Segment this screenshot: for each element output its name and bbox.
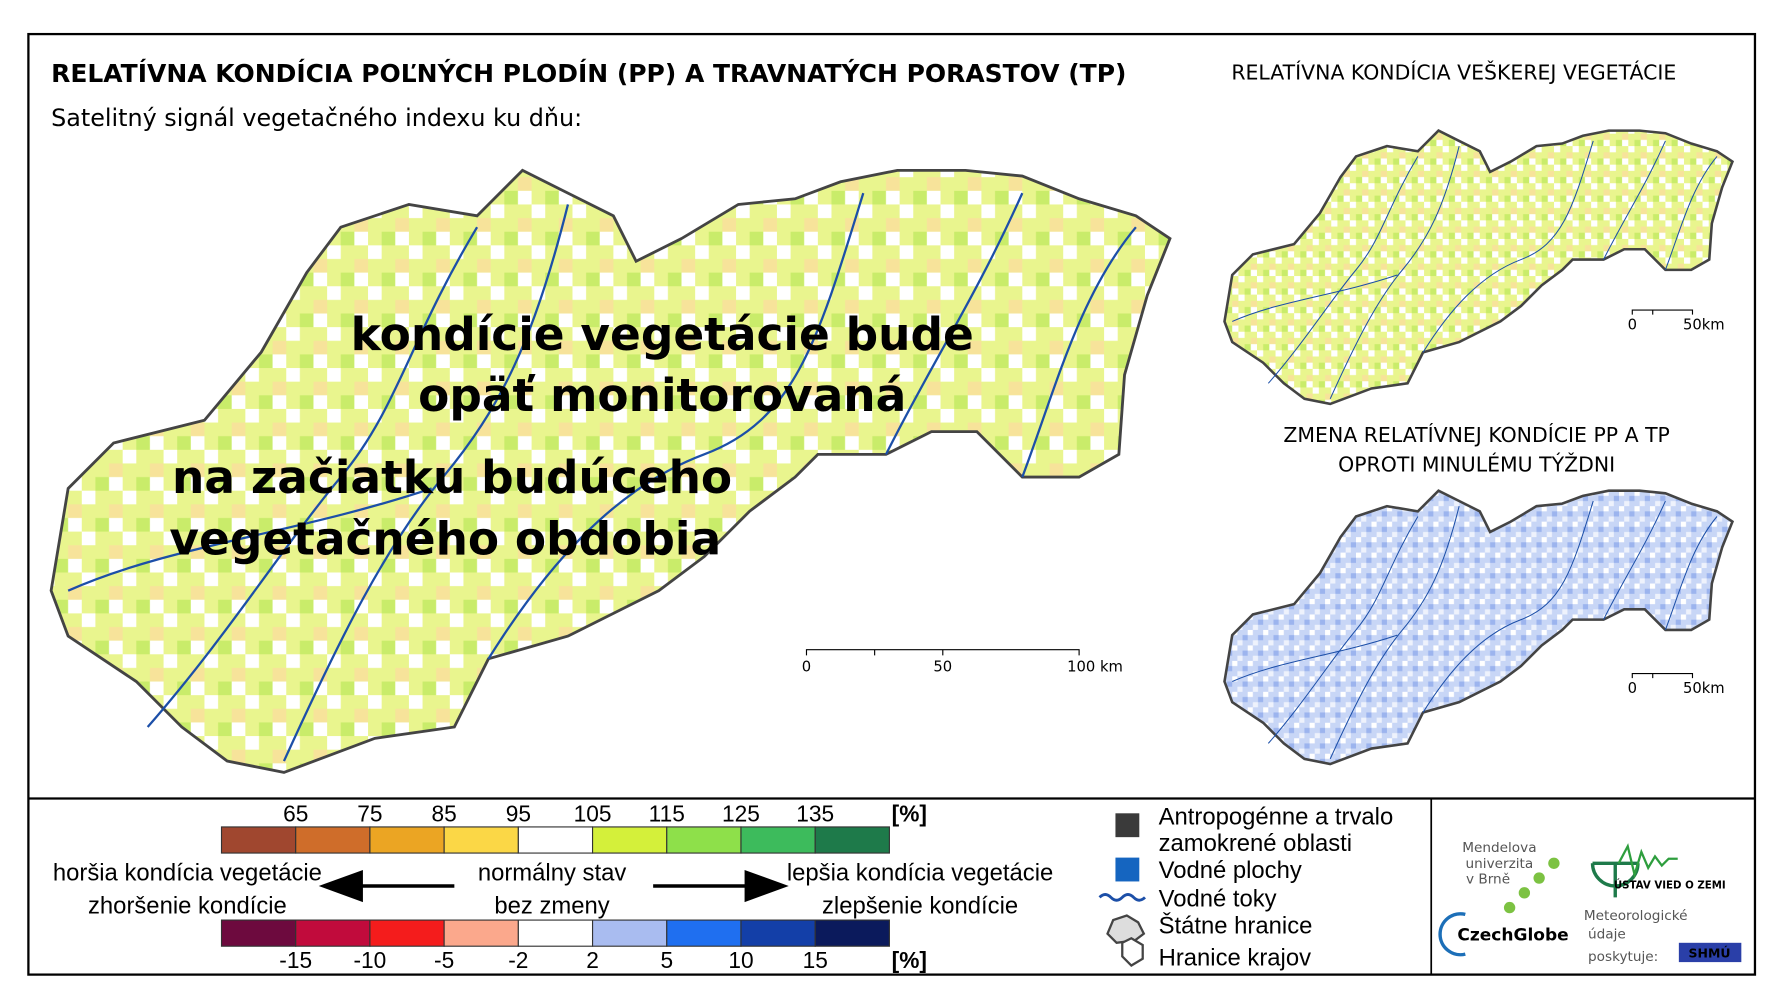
legend-center: bez zmeny	[494, 892, 609, 919]
color-swatch	[517, 826, 594, 854]
color-swatch	[295, 919, 371, 947]
color-swatch	[220, 919, 297, 947]
overlay-text: kondície vegetácie bude opäť monitorovan…	[169, 308, 973, 565]
title: RELATÍVNA KONDÍCIA POĽNÝCH PLODÍN (PP) A…	[51, 58, 1126, 88]
legend-item: Hranice krajov	[1159, 945, 1311, 972]
symbol-rivers	[1098, 893, 1146, 902]
color-label: 85	[432, 800, 457, 826]
color-swatch	[814, 826, 890, 854]
color-label: 10	[728, 947, 753, 973]
scale-label: 50	[933, 658, 952, 675]
color-swatch	[295, 826, 371, 854]
color-label: 95	[506, 800, 531, 826]
color-swatch	[591, 826, 668, 854]
scale-bar-main	[805, 649, 1080, 656]
color-swatch	[443, 826, 519, 854]
color-swatch	[666, 826, 742, 854]
symbol-anthropogenic	[1115, 813, 1140, 838]
overlay-line: opäť monitorovaná	[418, 369, 906, 422]
logo-text: univerzita	[1466, 856, 1534, 872]
color-swatch	[443, 919, 519, 947]
scale-label: 50km	[1683, 316, 1725, 333]
logo-text: poskytuje:	[1588, 949, 1658, 965]
overlay-line: kondície vegetácie bude	[351, 308, 974, 361]
color-swatch	[369, 826, 445, 854]
color-swatch	[220, 826, 297, 854]
legend-item: zamokrené oblasti	[1159, 830, 1353, 857]
color-label: 115	[649, 800, 685, 826]
logo-text: údaje	[1588, 926, 1626, 942]
scale-label: 50km	[1683, 680, 1725, 697]
color-unit: [%]	[892, 947, 927, 973]
symbol-state-border	[1106, 914, 1146, 944]
legend-left: zhoršenie kondície	[88, 892, 287, 919]
color-label: -15	[279, 947, 312, 973]
scale-label: 0	[1628, 680, 1637, 697]
legend-items: Antropogénne a trvalo zamokrené oblasti …	[1098, 804, 1394, 972]
symbol-water-bodies	[1115, 857, 1140, 882]
color-swatch	[666, 919, 742, 947]
legend-item: Vodné plochy	[1159, 857, 1302, 884]
logo-text: v Brně	[1466, 872, 1510, 888]
color-swatch	[369, 919, 445, 947]
color-label: -2	[508, 947, 528, 973]
scale-bar-small	[1631, 309, 1694, 679]
subtitle: Satelitný signál vegetačného indexu ku d…	[51, 104, 582, 132]
color-swatch	[591, 919, 668, 947]
legend-right: zlepšenie kondície	[822, 892, 1018, 919]
side-title: RELATÍVNA KONDÍCIA VEŠKEREJ VEGETÁCIE	[1231, 60, 1676, 85]
scale-label: 0	[1628, 316, 1637, 333]
color-swatch	[740, 826, 816, 854]
legend-text: horšia kondícia vegetácie zhoršenie kond…	[53, 859, 1053, 919]
logo-text: SHMÚ	[1689, 946, 1731, 961]
color-label: 75	[357, 800, 382, 826]
legend-item: Vodné toky	[1159, 885, 1277, 912]
logo-text: Mendelova	[1462, 840, 1536, 856]
logo-text: ÚSTAV VIED O ZEMI	[1614, 878, 1726, 891]
legend-left: horšia kondícia vegetácie	[53, 859, 322, 886]
logos: Mendelova univerzita v Brně CzechGlobe Ú…	[1438, 840, 1742, 965]
legend-item: Antropogénne a trvalo	[1159, 804, 1394, 831]
overlay-line: vegetačného obdobia	[169, 512, 721, 565]
side-title-2: ZMENA RELATÍVNEJ KONDÍCIE PP A TP	[1283, 422, 1669, 447]
color-label: 105	[574, 800, 612, 826]
scale-label: 0	[802, 658, 811, 675]
scale-label: 100 km	[1067, 658, 1123, 675]
symbol-region-border	[1121, 936, 1144, 967]
color-label: 65	[283, 800, 308, 826]
colorbars: 65 75 85 95 105 115 125 135 [%] -15 -10 -5 -2 2 5 10 15 […	[220, 800, 927, 973]
arrows	[318, 869, 789, 903]
color-label: -10	[354, 947, 387, 973]
legend-item: Štátne hranice	[1159, 912, 1313, 940]
color-label: 15	[803, 947, 828, 973]
color-swatch	[517, 919, 594, 947]
color-label: 125	[722, 800, 760, 826]
color-swatch	[814, 919, 890, 947]
color-swatch	[740, 919, 816, 947]
color-label: 5	[660, 947, 673, 973]
overlay-line: na začiatku budúceho	[172, 451, 732, 504]
logo-text: CzechGlobe	[1457, 926, 1568, 946]
color-unit: [%]	[892, 800, 927, 826]
logo-text: Meteorologické	[1584, 908, 1688, 924]
color-label: -5	[434, 947, 454, 973]
legend-center: normálny stav	[478, 859, 626, 886]
legend-right: lepšia kondícia vegetácie	[787, 859, 1053, 886]
color-label: 135	[796, 800, 834, 826]
side-title-2: OPROTI MINULÉMU TÝŽDNI	[1338, 451, 1615, 476]
color-label: 2	[586, 947, 599, 973]
